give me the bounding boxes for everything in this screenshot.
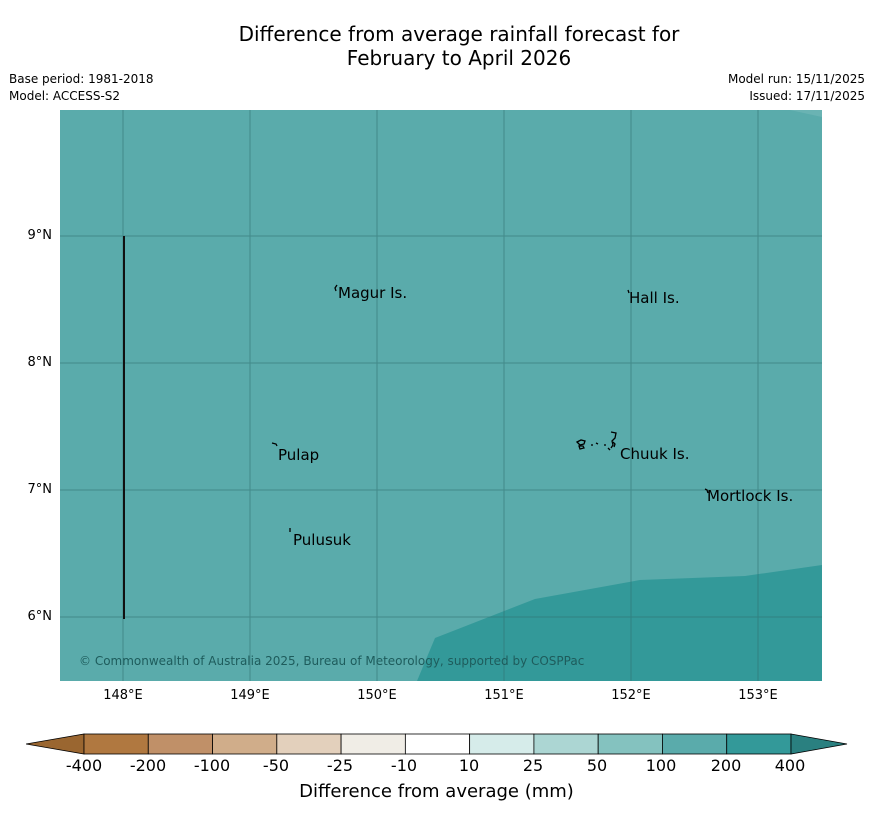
lat-label-9n: 9°N — [27, 228, 53, 243]
place-pulap: Pulap — [278, 446, 320, 464]
colorbar-tick: -25 — [326, 756, 354, 775]
issued-date: Issued: 17/11/2025 — [749, 89, 865, 103]
colorbar-segment — [276, 733, 342, 755]
mortlock-island-shape — [704, 488, 709, 494]
colorbar-segment — [83, 733, 149, 755]
colorbar-tick: 200 — [710, 756, 742, 775]
lat-label-6n: 6°N — [27, 609, 53, 624]
title-line-1: Difference from average rainfall forecas… — [238, 22, 680, 46]
lat-label-8n: 8°N — [27, 355, 53, 370]
colorbar-tick: -10 — [390, 756, 418, 775]
colorbar-tick: 10 — [458, 756, 480, 775]
lon-label-153e: 153°E — [738, 688, 778, 703]
base-period: Base period: 1981-2018 — [9, 72, 154, 86]
copyright-notice: © Commonwealth of Australia 2025, Bureau… — [79, 654, 585, 668]
lon-label-148e: 148°E — [103, 688, 143, 703]
colorbar-tick: -100 — [193, 756, 231, 775]
place-chuuk-is: Chuuk Is. — [620, 445, 690, 463]
place-pulusuk: Pulusuk — [293, 531, 351, 549]
colorbar-tick: 25 — [522, 756, 544, 775]
place-magur-is: Magur Is. — [338, 284, 408, 302]
lon-label-150e: 150°E — [357, 688, 397, 703]
colorbar-tick: -400 — [65, 756, 103, 775]
colorbar-tick: -50 — [262, 756, 290, 775]
colorbar — [26, 733, 848, 755]
model-name: Model: ACCESS-S2 — [9, 89, 121, 103]
colorbar-segments — [83, 733, 792, 755]
lon-label-151e: 151°E — [484, 688, 524, 703]
colorbar-label: Difference from average (mm) — [299, 781, 574, 802]
region-400-mm — [417, 565, 822, 681]
colorbar-segment — [404, 733, 471, 755]
colorbar-tick: 400 — [774, 756, 806, 775]
colorbar-segment — [147, 733, 213, 755]
colorbar-segment — [212, 733, 278, 755]
place-hall-is: Hall Is. — [629, 289, 680, 307]
model-run: Model run: 15/11/2025 — [727, 72, 865, 86]
lon-label-152e: 152°E — [611, 688, 651, 703]
colorbar-segment — [662, 733, 728, 755]
colorbar-over-arrow — [790, 733, 848, 755]
colorbar-under-arrow — [26, 733, 85, 755]
pulap-island-shape — [271, 442, 278, 447]
title-line-2: February to April 2026 — [346, 46, 572, 70]
magur-island-shape — [334, 284, 338, 292]
chart-title: Difference from average rainfall forecas… — [0, 22, 873, 70]
meta-left: Base period: 1981-2018 Model: ACCESS-S2 — [9, 71, 154, 105]
colorbar-segment — [340, 733, 406, 755]
graticule — [60, 110, 822, 681]
colorbar-segment — [469, 733, 535, 755]
island-outlines — [271, 284, 709, 532]
lat-label-7n: 7°N — [27, 482, 53, 497]
colorbar-segment — [533, 733, 599, 755]
hall-island-shape — [627, 289, 630, 294]
lon-label-149e: 149°E — [230, 688, 270, 703]
meta-right: Model run: 15/11/2025 Issued: 17/11/2025 — [728, 71, 865, 105]
rainfall-map — [60, 110, 822, 681]
colorbar-segment — [597, 733, 663, 755]
colorbar-tick: 50 — [586, 756, 608, 775]
colorbar-tick: -200 — [129, 756, 167, 775]
place-mortlock-is: Mortlock Is. — [707, 487, 794, 505]
chuuk-lagoon-shape — [575, 431, 617, 451]
region-corner-lighter — [790, 110, 822, 117]
colorbar-tick: 100 — [645, 756, 677, 775]
colorbar-segment — [726, 733, 792, 755]
